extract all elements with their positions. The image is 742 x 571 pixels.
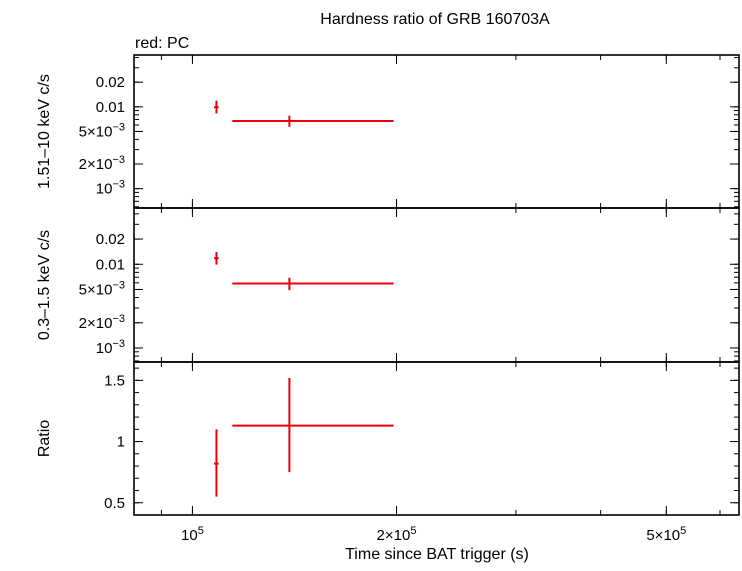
y-tick-label: 1.5 [104,372,125,389]
panel-frame [133,207,740,363]
y-tick-label: 2×10−3 [79,313,125,332]
data-point [232,377,394,473]
panel-frame [133,54,740,209]
data-point [213,252,219,265]
y-tick-label: 5×10−3 [79,121,125,140]
x-tick-label: 2×105 [377,525,417,544]
panel-ratio: 1.5 1 0.5 Ratio [36,361,740,516]
panels-layer: 0.020.015×10−32×10−310−31.51–10 keV c/s0… [36,54,740,544]
panel-frame [133,361,740,516]
y-tick-label: 0.02 [96,231,125,248]
y-tick-label: 0.5 [104,495,125,512]
y-axis-label-ratio: Ratio [36,420,53,457]
panel-soft: 0.02 0.01 5×10−3 2×10−3 10−3 0.3–1.5 keV c/s [36,207,740,363]
data-point [213,429,219,497]
data-point [232,277,394,291]
y-tick-label: 0.01 [96,99,125,116]
x-axis-label: Time since BAT trigger (s) [345,546,529,563]
chart-subtitle: red: PC [135,35,189,52]
y-tick-label: 10−3 [96,338,125,357]
y-tick-label: 0.02 [96,74,125,91]
x-tick-label: 105 [181,525,204,544]
y-tick-label: 5×10−3 [79,279,125,298]
y-tick-label: 0.01 [96,256,125,273]
panel-hard: 0.02 0.01 5×10−3 2×10−3 10−3 1.51–10 keV c/s [36,54,740,209]
data-point [213,100,219,114]
x-tick-label: 5×105 [646,525,686,544]
y-tick-label: 1 [117,434,125,451]
y-tick-label: 10−3 [96,179,125,198]
y-tick-label: 2×10−3 [79,154,125,173]
y-axis-label-hard: 1.51–10 keV c/s [36,74,53,189]
y-axis-label-soft: 0.3–1.5 keV c/s [36,230,53,340]
data-point [232,115,394,127]
chart-title: Hardness ratio of GRB 160703A [320,11,550,28]
